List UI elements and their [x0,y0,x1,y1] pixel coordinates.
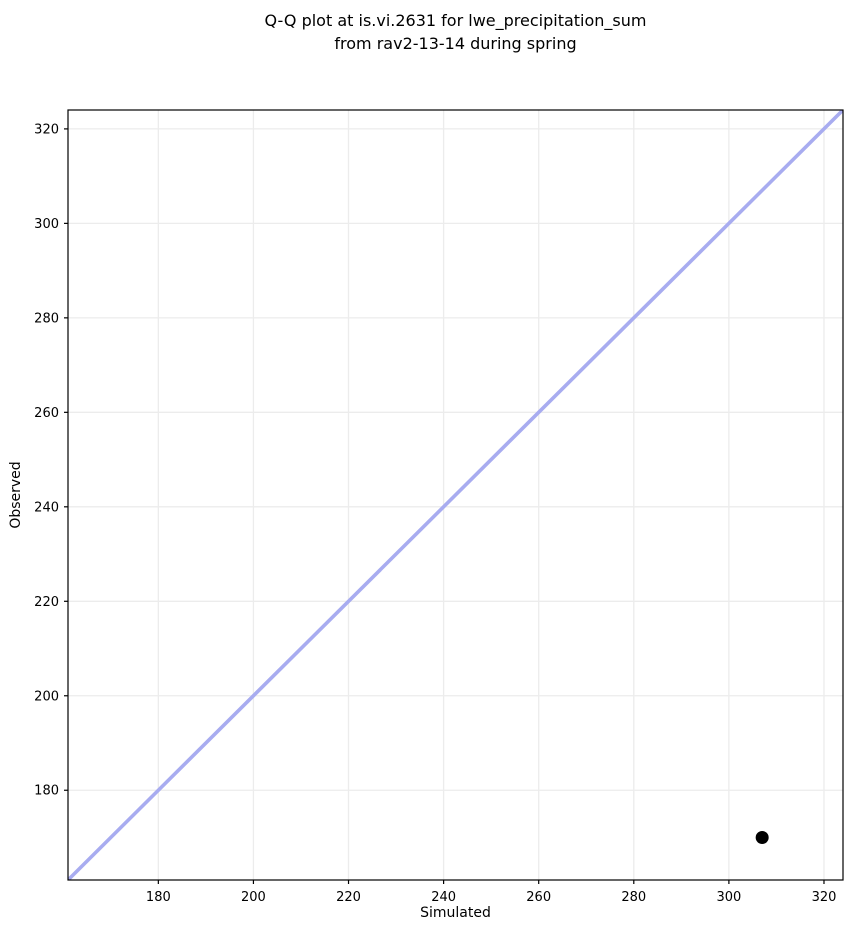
x-tick-label: 260 [526,890,551,905]
x-tick-label: 320 [812,890,837,905]
chart-title: Q-Q plot at is.vi.2631 for lwe_precipita… [264,11,647,53]
axes-spines [67,109,844,881]
y-axis-label: Observed [8,461,24,529]
y-tick-label: 280 [34,311,59,326]
x-tick-label: 280 [621,890,646,905]
identity-line [68,110,843,880]
y-tick-label: 240 [34,500,59,515]
y-tick-label: 220 [34,595,59,610]
y-tick-label: 320 [34,122,59,137]
x-tick-label: 220 [336,890,361,905]
x-tick-label: 180 [146,890,171,905]
x-tick-label: 240 [431,890,456,905]
x-axis-label: Simulated [420,905,491,921]
y-tick-label: 200 [34,689,59,704]
data-point [755,830,769,844]
y-tick-label: 300 [34,217,59,232]
y-tick-label: 180 [34,784,59,799]
x-tick-label: 300 [716,890,741,905]
y-tick-label: 260 [34,406,59,421]
x-tick-label: 200 [241,890,266,905]
